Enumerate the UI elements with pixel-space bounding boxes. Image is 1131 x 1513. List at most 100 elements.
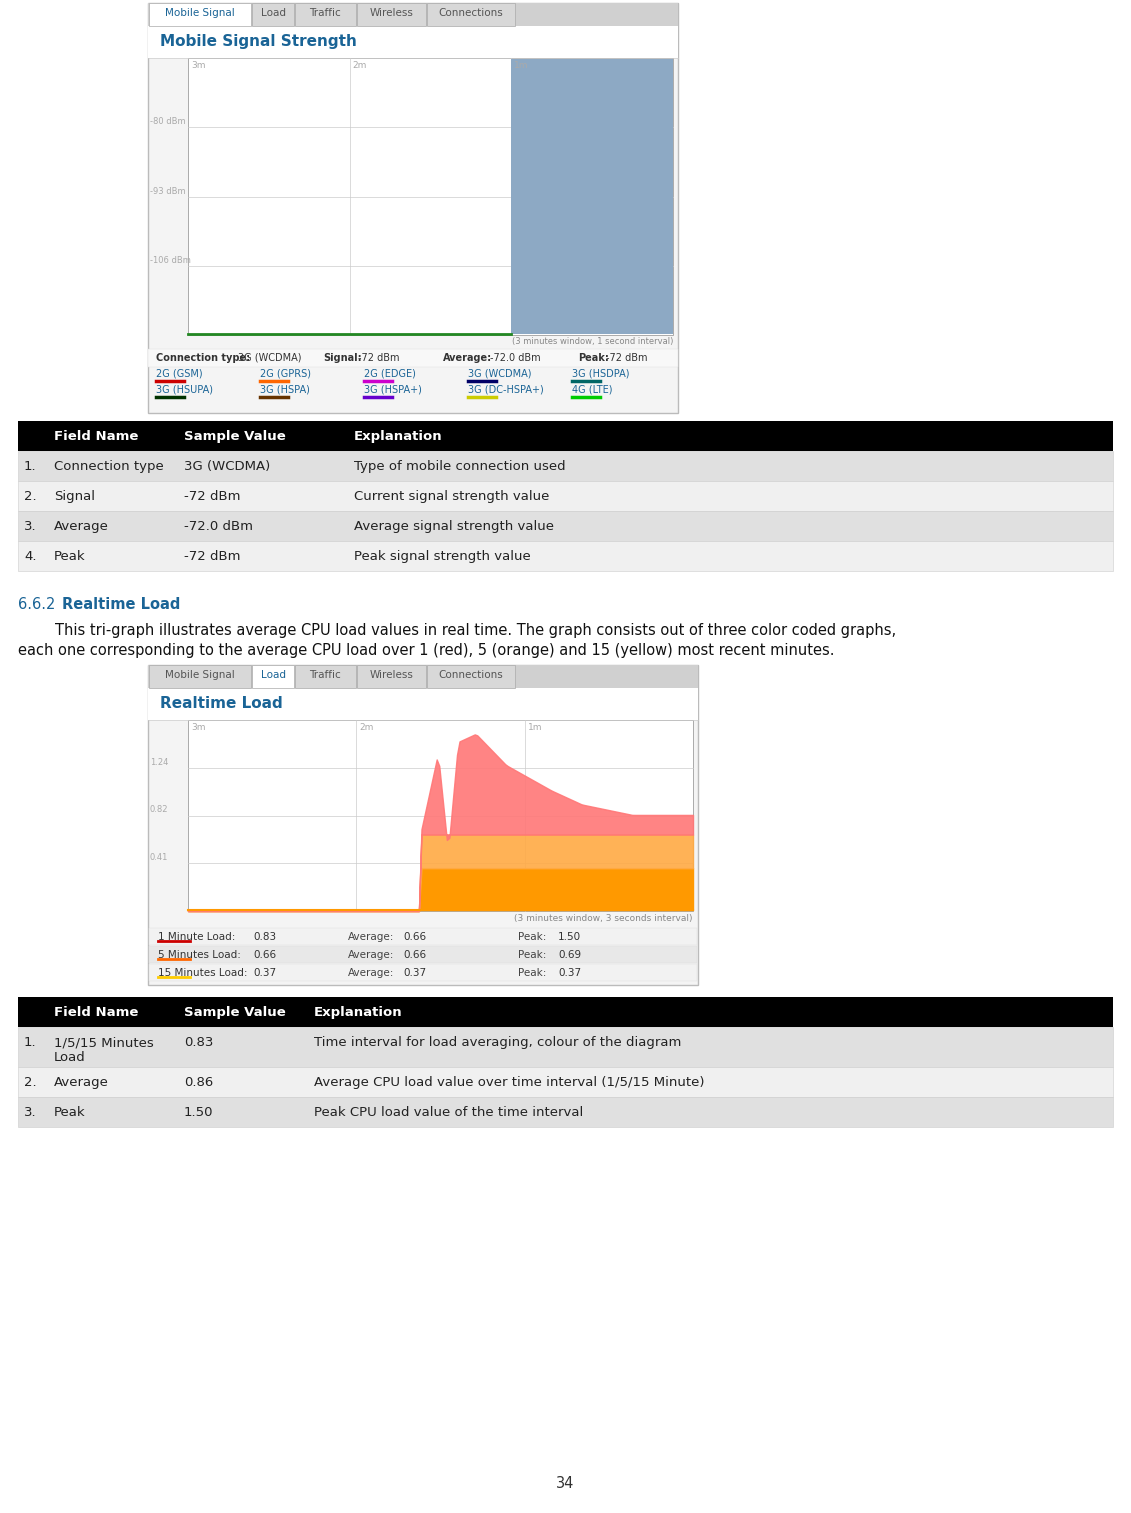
Text: Explanation: Explanation (314, 1006, 403, 1018)
Text: 3.: 3. (24, 520, 36, 533)
Text: Type of mobile connection used: Type of mobile connection used (354, 460, 566, 474)
Bar (18, 451, 1113, 481)
Text: -72 dBm: -72 dBm (184, 551, 241, 563)
Text: 0.37: 0.37 (403, 968, 426, 977)
Text: Sample Value: Sample Value (184, 430, 286, 443)
Text: 0.37: 0.37 (558, 968, 581, 977)
Text: 0.41: 0.41 (150, 853, 169, 862)
Bar (149, 3, 251, 26)
Bar (148, 666, 698, 985)
Text: 3.: 3. (24, 1106, 36, 1120)
Text: Current signal strength value: Current signal strength value (354, 490, 550, 502)
Text: each one corresponding to the average CPU load over 1 (red), 5 (orange) and 15 (: each one corresponding to the average CP… (18, 643, 835, 658)
Text: 0.86: 0.86 (184, 1076, 214, 1089)
Bar (149, 666, 251, 688)
Bar (18, 421, 1113, 451)
Text: 0.37: 0.37 (253, 968, 276, 977)
Text: Peak CPU load value of the time interval: Peak CPU load value of the time interval (314, 1106, 584, 1120)
Text: 1.50: 1.50 (558, 932, 581, 943)
Text: 15 Minutes Load:: 15 Minutes Load: (158, 968, 248, 977)
Text: 3m: 3m (191, 61, 206, 70)
Text: Average:: Average: (443, 353, 492, 363)
Text: Mobile Signal Strength: Mobile Signal Strength (159, 33, 357, 48)
Text: 2G (GSM): 2G (GSM) (156, 369, 202, 378)
Text: Field Name: Field Name (54, 1006, 138, 1018)
Bar (294, 3, 356, 26)
Text: -72 dBm: -72 dBm (184, 490, 241, 502)
Bar (252, 3, 294, 26)
Text: Load: Load (260, 8, 285, 18)
Text: 1/5/15 Minutes: 1/5/15 Minutes (54, 1036, 154, 1049)
Bar (426, 666, 516, 688)
Text: 4.: 4. (24, 551, 36, 563)
Text: Load: Load (260, 670, 285, 679)
Bar (357, 666, 425, 688)
Text: 0.66: 0.66 (403, 932, 426, 943)
Bar (148, 688, 698, 720)
Text: -72.0 dBm: -72.0 dBm (184, 520, 253, 533)
Text: 3G (WCDMA): 3G (WCDMA) (238, 353, 302, 363)
Text: Average:: Average: (348, 968, 395, 977)
Text: Average:: Average: (348, 950, 395, 961)
Text: 0.83: 0.83 (253, 932, 276, 943)
Text: 2.: 2. (24, 490, 36, 502)
Text: 3G (WCDMA): 3G (WCDMA) (184, 460, 270, 474)
Bar (18, 542, 1113, 570)
Text: -72.0 dBm: -72.0 dBm (490, 353, 541, 363)
Text: 0.69: 0.69 (558, 950, 581, 961)
Bar (148, 3, 677, 26)
Text: 3G (HSPA+): 3G (HSPA+) (364, 384, 422, 395)
Text: -72 dBm: -72 dBm (606, 353, 648, 363)
Text: 5 Minutes Load:: 5 Minutes Load: (158, 950, 241, 961)
Text: 1 Minute Load:: 1 Minute Load: (158, 932, 235, 943)
Text: 0.66: 0.66 (403, 950, 426, 961)
Bar (18, 1067, 1113, 1097)
Text: 1m: 1m (528, 723, 542, 732)
Text: Peak:: Peak: (518, 968, 546, 977)
Text: Average CPU load value over time interval (1/5/15 Minute): Average CPU load value over time interva… (314, 1076, 705, 1089)
Text: 1.24: 1.24 (150, 758, 169, 767)
Text: Peak:: Peak: (518, 950, 546, 961)
Text: Average: Average (54, 1076, 109, 1089)
Bar (18, 511, 1113, 542)
Text: Signal: Signal (54, 490, 95, 502)
Bar (18, 1027, 1113, 1067)
Bar (149, 946, 697, 962)
Text: Realtime Load: Realtime Load (159, 696, 283, 711)
Text: 3G (HSUPA): 3G (HSUPA) (156, 384, 213, 395)
Bar (148, 350, 677, 368)
Text: Signal:: Signal: (323, 353, 362, 363)
Bar (294, 666, 356, 688)
Text: Average signal strength value: Average signal strength value (354, 520, 554, 533)
Bar (18, 481, 1113, 511)
Text: -80 dBm: -80 dBm (150, 117, 185, 126)
Text: Connections: Connections (439, 670, 503, 679)
Text: -72 dBm: -72 dBm (359, 353, 399, 363)
Bar (426, 3, 516, 26)
Text: -93 dBm: -93 dBm (150, 186, 185, 195)
Text: Connection type: Connection type (54, 460, 164, 474)
Text: Mobile Signal: Mobile Signal (165, 670, 235, 679)
Bar (18, 997, 1113, 1027)
Bar (148, 666, 698, 688)
Bar (149, 927, 697, 946)
Text: 34: 34 (556, 1477, 575, 1490)
Text: This tri-graph illustrates average CPU load values in real time. The graph consi: This tri-graph illustrates average CPU l… (18, 623, 896, 638)
Text: 0.82: 0.82 (150, 805, 169, 814)
Text: Traffic: Traffic (310, 670, 342, 679)
Text: 2m: 2m (360, 723, 373, 732)
Text: 1.50: 1.50 (184, 1106, 214, 1120)
Text: Connections: Connections (439, 8, 503, 18)
Text: 1.: 1. (24, 460, 36, 474)
Text: Peak signal strength value: Peak signal strength value (354, 551, 530, 563)
Text: -106 dBm: -106 dBm (150, 256, 191, 265)
Text: Explanation: Explanation (354, 430, 442, 443)
Bar (252, 666, 294, 688)
Text: Wireless: Wireless (370, 8, 413, 18)
Text: Field Name: Field Name (54, 430, 138, 443)
Text: 3G (HSDPA): 3G (HSDPA) (572, 369, 630, 378)
Text: Time interval for load averaging, colour of the diagram: Time interval for load averaging, colour… (314, 1036, 681, 1049)
Text: 1.: 1. (24, 1036, 36, 1049)
Text: Connection type:: Connection type: (156, 353, 250, 363)
Text: Sample Value: Sample Value (184, 1006, 286, 1018)
